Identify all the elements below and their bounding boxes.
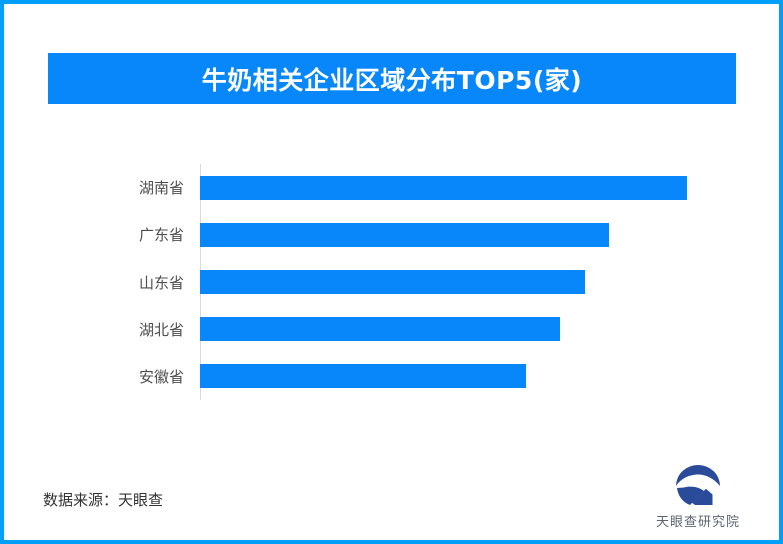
bar-chart: 湖南省广东省山东省湖北省安徽省 (0, 164, 783, 400)
tianyancha-logo-icon (676, 465, 720, 505)
bar (200, 270, 585, 294)
category-label: 山东省 (138, 273, 184, 292)
bar (200, 317, 561, 342)
bar-row: 湖北省 (0, 306, 783, 353)
category-label: 湖北省 (138, 320, 184, 339)
data-source-note: 数据来源：天眼查 (43, 491, 164, 509)
chart-title-banner: 牛奶相关企业区域分布TOP5(家) (48, 53, 736, 104)
category-label: 广东省 (138, 226, 184, 245)
brand-name: 天眼查研究院 (655, 515, 740, 530)
category-label: 湖南省 (138, 179, 184, 198)
chart-title: 牛奶相关企业区域分布TOP5(家) (201, 65, 583, 95)
bar-row: 广东省 (0, 211, 783, 258)
bar-row: 安徽省 (0, 353, 783, 400)
bar (200, 222, 610, 247)
brand-logo: 天眼查研究院 (652, 464, 744, 530)
category-label: 安徽省 (138, 367, 184, 386)
bar-row: 湖南省 (0, 164, 783, 211)
bar-row: 山东省 (0, 258, 783, 305)
bar (200, 364, 527, 389)
bar-rows: 湖南省广东省山东省湖北省安徽省 (0, 164, 783, 400)
bar (200, 175, 687, 200)
